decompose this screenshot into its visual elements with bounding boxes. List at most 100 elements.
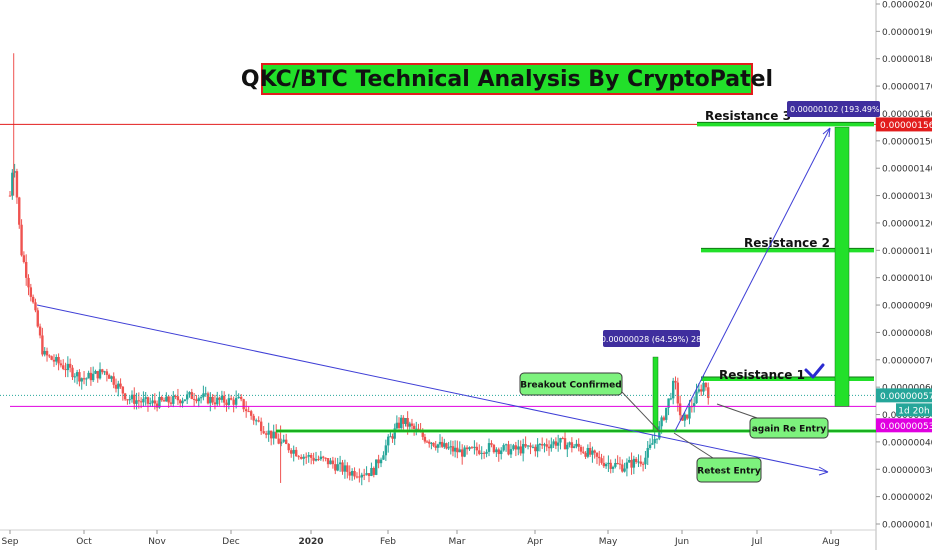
candle-body: [644, 457, 647, 465]
y-tick-label: 0.00000020: [882, 493, 932, 503]
candle-body: [478, 450, 481, 454]
candle-body: [300, 457, 303, 459]
candle-body: [468, 447, 471, 450]
candle-body: [391, 436, 394, 439]
retest-callout-box: [696, 457, 762, 483]
candle-body: [188, 392, 191, 395]
candle-body: [688, 406, 691, 419]
candle-body: [290, 450, 293, 454]
candle-body: [623, 468, 626, 472]
candle-body: [415, 428, 418, 430]
candle-body: [412, 425, 416, 430]
candle-body: [334, 464, 337, 471]
candle-body: [87, 372, 90, 379]
candle-body: [436, 444, 440, 448]
candle-body: [695, 391, 698, 404]
candle-body: [66, 363, 70, 371]
candle-body: [355, 476, 359, 478]
candle-body: [172, 396, 175, 404]
candle-body: [609, 462, 612, 469]
candle-body: [586, 447, 590, 457]
candle-body: [618, 463, 622, 465]
candle-body: [202, 393, 205, 398]
candle-body: [445, 443, 448, 449]
candle-body: [264, 433, 268, 435]
candle-body: [192, 398, 196, 400]
target-arrow-icon: [822, 127, 831, 138]
candle-body: [584, 452, 587, 457]
candle-body: [372, 467, 376, 475]
candle-body: [653, 439, 656, 444]
resistance-1-label: Resistance 1: [719, 368, 805, 382]
candle-body: [52, 359, 56, 362]
candle-body: [302, 456, 305, 459]
candle-body: [628, 460, 631, 463]
candle-body: [449, 446, 453, 448]
candle-body: [556, 442, 560, 446]
breakout-measure-box: [603, 330, 700, 347]
candle-body: [536, 444, 539, 452]
candle-body: [399, 417, 403, 428]
y-tick-label: 0.00000070: [882, 356, 932, 366]
candle-body: [322, 456, 325, 458]
candle-body: [80, 378, 83, 382]
candle-body: [621, 464, 624, 472]
x-tick-label: Mar: [449, 537, 466, 547]
y-tick-label: 0.00000140: [882, 165, 932, 175]
candle-body: [492, 444, 496, 453]
downtrend-line: [36, 304, 829, 473]
retest-callout-text: Retest Entry: [697, 467, 761, 477]
candle-body: [105, 371, 109, 375]
candle-body: [137, 400, 141, 402]
candle-body: [48, 355, 51, 357]
breakout-callout-box: [519, 372, 623, 396]
candle-body: [485, 451, 488, 454]
candle-body: [204, 393, 207, 395]
candle-body: [423, 436, 427, 442]
candle-body: [519, 446, 522, 454]
candle-body: [637, 461, 640, 463]
candle-body: [206, 393, 210, 404]
candle-body: [282, 439, 285, 442]
candle-body: [463, 447, 466, 457]
candle-body: [360, 474, 363, 478]
candle-body: [329, 460, 332, 465]
candle-body: [211, 396, 214, 403]
candle-body: [487, 443, 491, 452]
candle-body: [563, 438, 567, 450]
candle-body: [397, 422, 401, 428]
candle-body: [73, 376, 76, 378]
candle-body: [561, 438, 564, 440]
candle-body: [272, 431, 275, 439]
candle-body: [155, 403, 159, 408]
x-tick-label: Sep: [2, 537, 19, 547]
candle-body: [310, 454, 313, 458]
candle-body: [89, 372, 93, 381]
candle-body: [133, 394, 136, 404]
y-tick-label: 0.00000010: [882, 521, 932, 531]
x-tick-label: Aug: [822, 537, 840, 547]
candle-body: [559, 438, 562, 443]
candle-body: [324, 457, 327, 459]
candle-body: [473, 446, 476, 448]
candle-body: [96, 371, 99, 379]
candle-body: [458, 449, 461, 453]
candle-body: [312, 457, 315, 461]
candle-body: [216, 397, 219, 405]
resistance-price-tag: [876, 117, 932, 132]
candle-body: [197, 398, 200, 402]
candle-body: [662, 417, 666, 420]
countdown-text: 1d 20h: [898, 406, 929, 416]
candle-body: [262, 431, 265, 434]
candle-body: [223, 395, 226, 403]
candle-body: [220, 395, 224, 400]
candle-body: [149, 402, 152, 404]
candle-body: [82, 378, 86, 380]
candle-body: [27, 277, 30, 288]
candle-body: [534, 446, 537, 452]
candle-body: [700, 389, 703, 392]
candle-body: [362, 474, 366, 476]
candle-body: [604, 464, 608, 467]
candle-body: [195, 399, 198, 402]
y-tick-label: 0.00000120: [882, 219, 932, 229]
